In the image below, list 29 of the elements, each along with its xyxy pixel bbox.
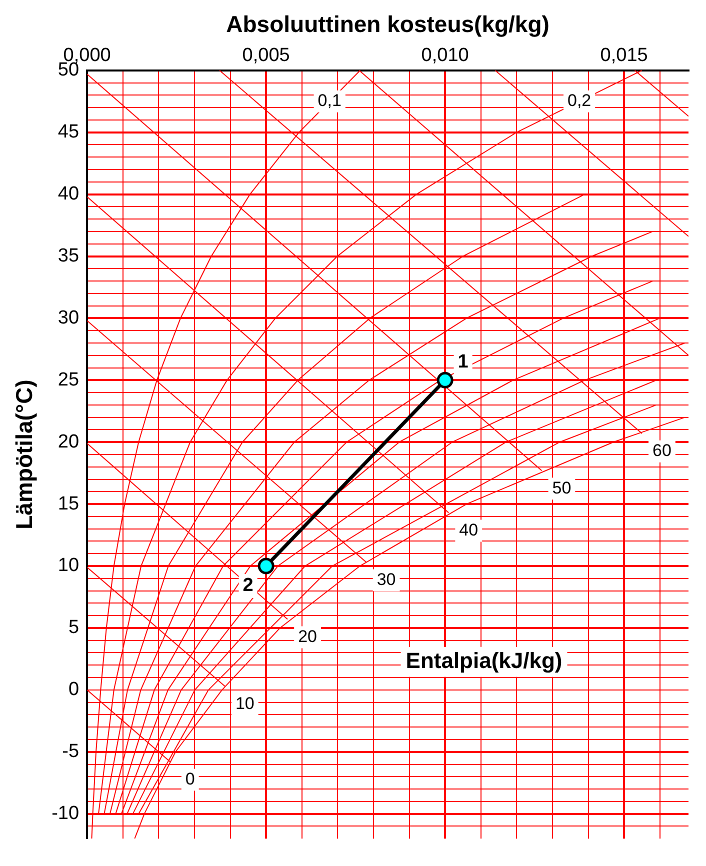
y-tick-label: 35 bbox=[58, 245, 80, 266]
series-label: 50 bbox=[552, 478, 572, 498]
x-tick-label: 0,010 bbox=[421, 45, 469, 66]
y-tick-label: 45 bbox=[58, 122, 80, 143]
y-tick-label: 25 bbox=[58, 369, 80, 390]
series-label: 60 bbox=[652, 441, 672, 460]
annotation: 1 bbox=[458, 351, 469, 372]
y-tick-label: -5 bbox=[62, 741, 80, 762]
series-label: 0,2 bbox=[567, 91, 592, 110]
series-label: 20 bbox=[298, 626, 317, 646]
annotation: Entalpia(kJ/kg) bbox=[406, 648, 562, 673]
y-tick-label: 15 bbox=[58, 493, 80, 514]
y-tick-label: 40 bbox=[58, 184, 80, 205]
annotation: 2 bbox=[242, 575, 254, 596]
y-tick-label: 5 bbox=[68, 617, 80, 638]
x-tick-label: 0,015 bbox=[600, 45, 648, 66]
x-tick-label: 0,005 bbox=[242, 45, 290, 66]
y-tick-label: 10 bbox=[58, 555, 80, 576]
y-axis-title: Lämpötila(°C) bbox=[11, 380, 38, 530]
y-tick-label: 0 bbox=[68, 679, 80, 700]
x-axis-title: Absoluuttinen kosteus(kg/kg) bbox=[226, 11, 550, 38]
y-tick-label: 30 bbox=[58, 307, 80, 328]
series-label: 0,1 bbox=[318, 91, 342, 110]
series-label: 0 bbox=[185, 769, 195, 788]
y-tick-label: -10 bbox=[52, 803, 80, 824]
series-label: 40 bbox=[459, 520, 478, 540]
series-label: 30 bbox=[376, 570, 396, 589]
series-label: 10 bbox=[235, 694, 254, 713]
y-tick-label: 20 bbox=[58, 431, 80, 452]
